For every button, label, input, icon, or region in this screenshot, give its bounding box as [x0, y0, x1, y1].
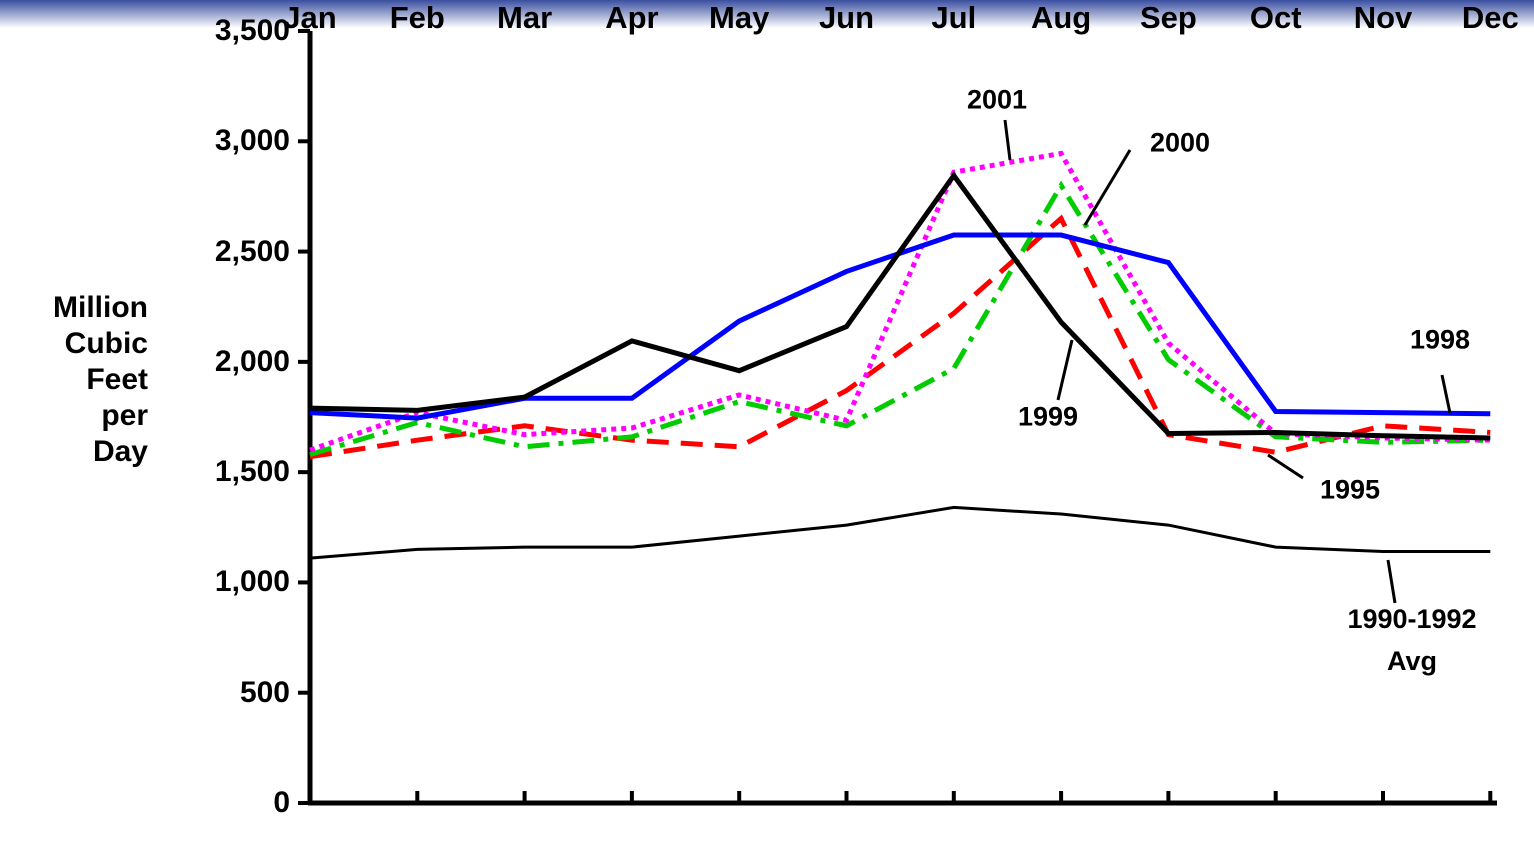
series-line: [309, 171, 1491, 441]
x-tick-label: Jul: [931, 0, 977, 35]
y-tick-label: 3,000: [214, 124, 290, 158]
y-tick-label: 2,500: [214, 234, 290, 268]
x-tick-label: Apr: [605, 0, 659, 35]
x-tick-label: Feb: [389, 0, 445, 35]
x-tick-label: Oct: [1249, 0, 1302, 35]
leader-line: [1056, 339, 1074, 401]
y-tick-label: 1,500: [214, 455, 290, 489]
series-label: 2000: [1149, 127, 1211, 158]
series-label: 1998: [1409, 324, 1471, 355]
series-label: 1995: [1319, 474, 1381, 505]
y-tick-label: 2,000: [214, 344, 290, 378]
x-tick-label: Mar: [497, 0, 553, 35]
y-tick-label: 500: [239, 675, 290, 709]
x-tick-label: Jan: [283, 0, 337, 35]
leader-line: [1440, 374, 1452, 414]
leader-line: [1003, 119, 1012, 161]
series-label: 1999: [1017, 401, 1079, 432]
y-tick-label: 3,500: [214, 14, 290, 47]
series-line: [309, 150, 1491, 453]
header-banner: [0, 0, 1534, 28]
y-tick-label: 1,000: [214, 565, 290, 599]
series-label: 1990-1992 Avg: [1347, 604, 1477, 676]
y-axis-label: Million Cubic Feet per Day: [53, 291, 148, 468]
y-tick-label: 0: [273, 786, 290, 819]
leader-line: [1083, 149, 1132, 226]
x-tick-label: Dec: [1461, 0, 1519, 35]
x-tick-label: May: [709, 0, 770, 35]
series-line: [309, 214, 1491, 460]
x-tick-label: Nov: [1353, 0, 1413, 35]
series-line: [309, 505, 1491, 560]
leader-line: [1386, 559, 1397, 604]
x-tick-label: Sep: [1139, 0, 1197, 35]
x-tick-label: Jun: [818, 0, 875, 35]
series-line: [309, 232, 1491, 421]
x-tick-label: Aug: [1030, 0, 1092, 35]
leader-line: [1267, 453, 1304, 480]
series-label: 2001: [966, 84, 1028, 115]
